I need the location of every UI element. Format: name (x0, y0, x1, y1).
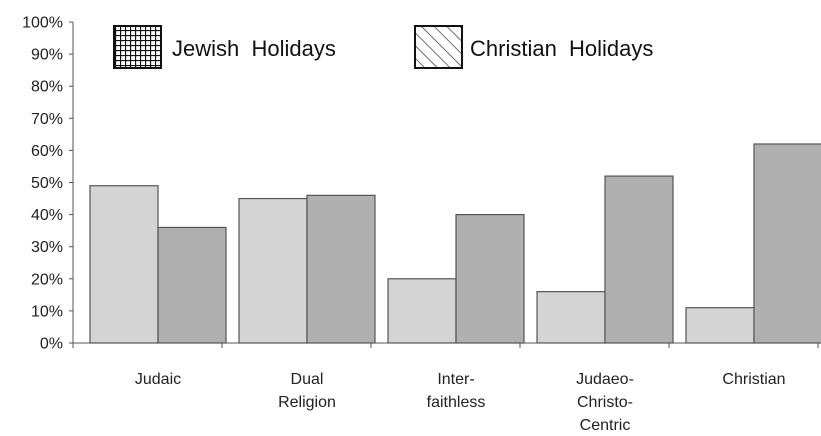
y-tick-label: 50% (31, 175, 63, 192)
y-tick-label: 70% (31, 111, 63, 128)
y-tick-label: 90% (31, 47, 63, 64)
bars (89, 143, 821, 344)
y-tick-label: 60% (31, 143, 63, 160)
y-tick-label: 80% (31, 79, 63, 96)
category-label: Judaic (135, 371, 181, 388)
axes: 0% 10% 20% 30% 40% 50% 60% 70% 80% 90% 100% (22, 15, 819, 353)
y-tick-label: 40% (31, 207, 63, 224)
bar-jewish-0 (89, 185, 159, 344)
legend-label-jewish: Jewish Holidays (172, 36, 336, 61)
category-labels: Judaic Dual Religion Inter-faithless Judaeo-… (135, 371, 786, 434)
bar-jewish-4 (685, 307, 755, 344)
y-tick-label: 100% (22, 15, 63, 32)
bar-christian-3 (604, 175, 674, 344)
bar-jewish-3 (536, 291, 606, 344)
bar-christian-2 (455, 214, 525, 344)
bar-jewish-2 (387, 278, 457, 344)
bar-christian-4 (753, 143, 821, 344)
bar-jewish-1 (238, 197, 308, 344)
legend: Jewish Holidays Christian Holidays (113, 25, 653, 69)
legend-swatch-christian (414, 25, 463, 69)
category-label: Inter-faithless (427, 371, 486, 411)
category-label: Christian (722, 371, 785, 388)
y-tick-label: 20% (31, 271, 63, 288)
bar-christian-0 (157, 226, 227, 344)
category-label: Judaeo-Christo-Centric (576, 371, 634, 434)
bar-christian-1 (306, 194, 376, 344)
legend-swatch-jewish (113, 25, 162, 69)
category-label: Dual Religion (278, 371, 336, 411)
legend-label-christian: Christian Holidays (470, 36, 653, 61)
y-tick-label: 10% (31, 303, 63, 320)
y-tick-label: 0% (40, 336, 63, 353)
y-tick-label: 30% (31, 239, 63, 256)
